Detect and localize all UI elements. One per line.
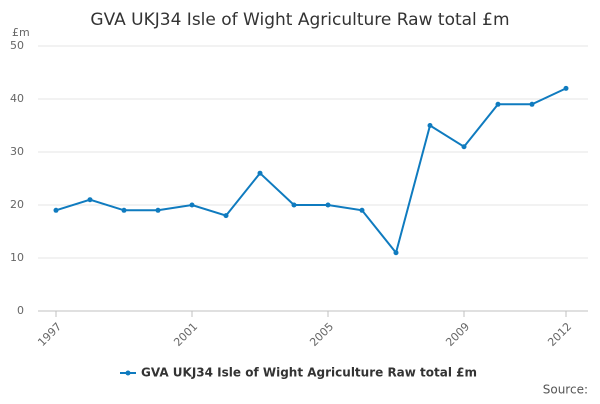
data-point [563, 85, 569, 91]
data-point [291, 202, 297, 208]
data-point [223, 213, 229, 219]
series-line [55, 87, 567, 255]
y-tick-label: 20 [10, 198, 24, 211]
data-point [393, 250, 399, 256]
data-point [53, 207, 59, 213]
y-tick-label: 30 [10, 145, 24, 158]
data-point [427, 123, 433, 128]
y-tick-label: 40 [10, 92, 24, 105]
chart-title: GVA UKJ34 Isle of Wight Agriculture Raw … [90, 10, 509, 30]
y-tick-label: 50 [10, 39, 24, 52]
data-point [461, 144, 467, 150]
data-point [325, 202, 331, 208]
x-tick-label: 2012 [545, 320, 574, 349]
data-point [87, 197, 93, 203]
y-tick-label: 10 [10, 251, 24, 264]
x-tick-label: 2005 [307, 320, 336, 349]
x-tick-label: 2009 [443, 320, 472, 349]
data-point [359, 207, 365, 213]
y-tick-label: 0 [17, 304, 24, 317]
x-tick-label: 1997 [35, 320, 64, 349]
x-tick-label: 2001 [171, 320, 200, 349]
data-point [257, 170, 263, 176]
data-point [495, 101, 501, 107]
data-point [529, 101, 535, 107]
data-point [189, 202, 195, 208]
legend-label: GVA UKJ34 Isle of Wight Agriculture Raw … [141, 366, 477, 380]
legend-swatch-dot [125, 370, 131, 376]
data-point [155, 207, 161, 213]
y-axis-label: £m [12, 26, 30, 39]
data-point [121, 207, 127, 213]
source: Source: [543, 383, 588, 397]
